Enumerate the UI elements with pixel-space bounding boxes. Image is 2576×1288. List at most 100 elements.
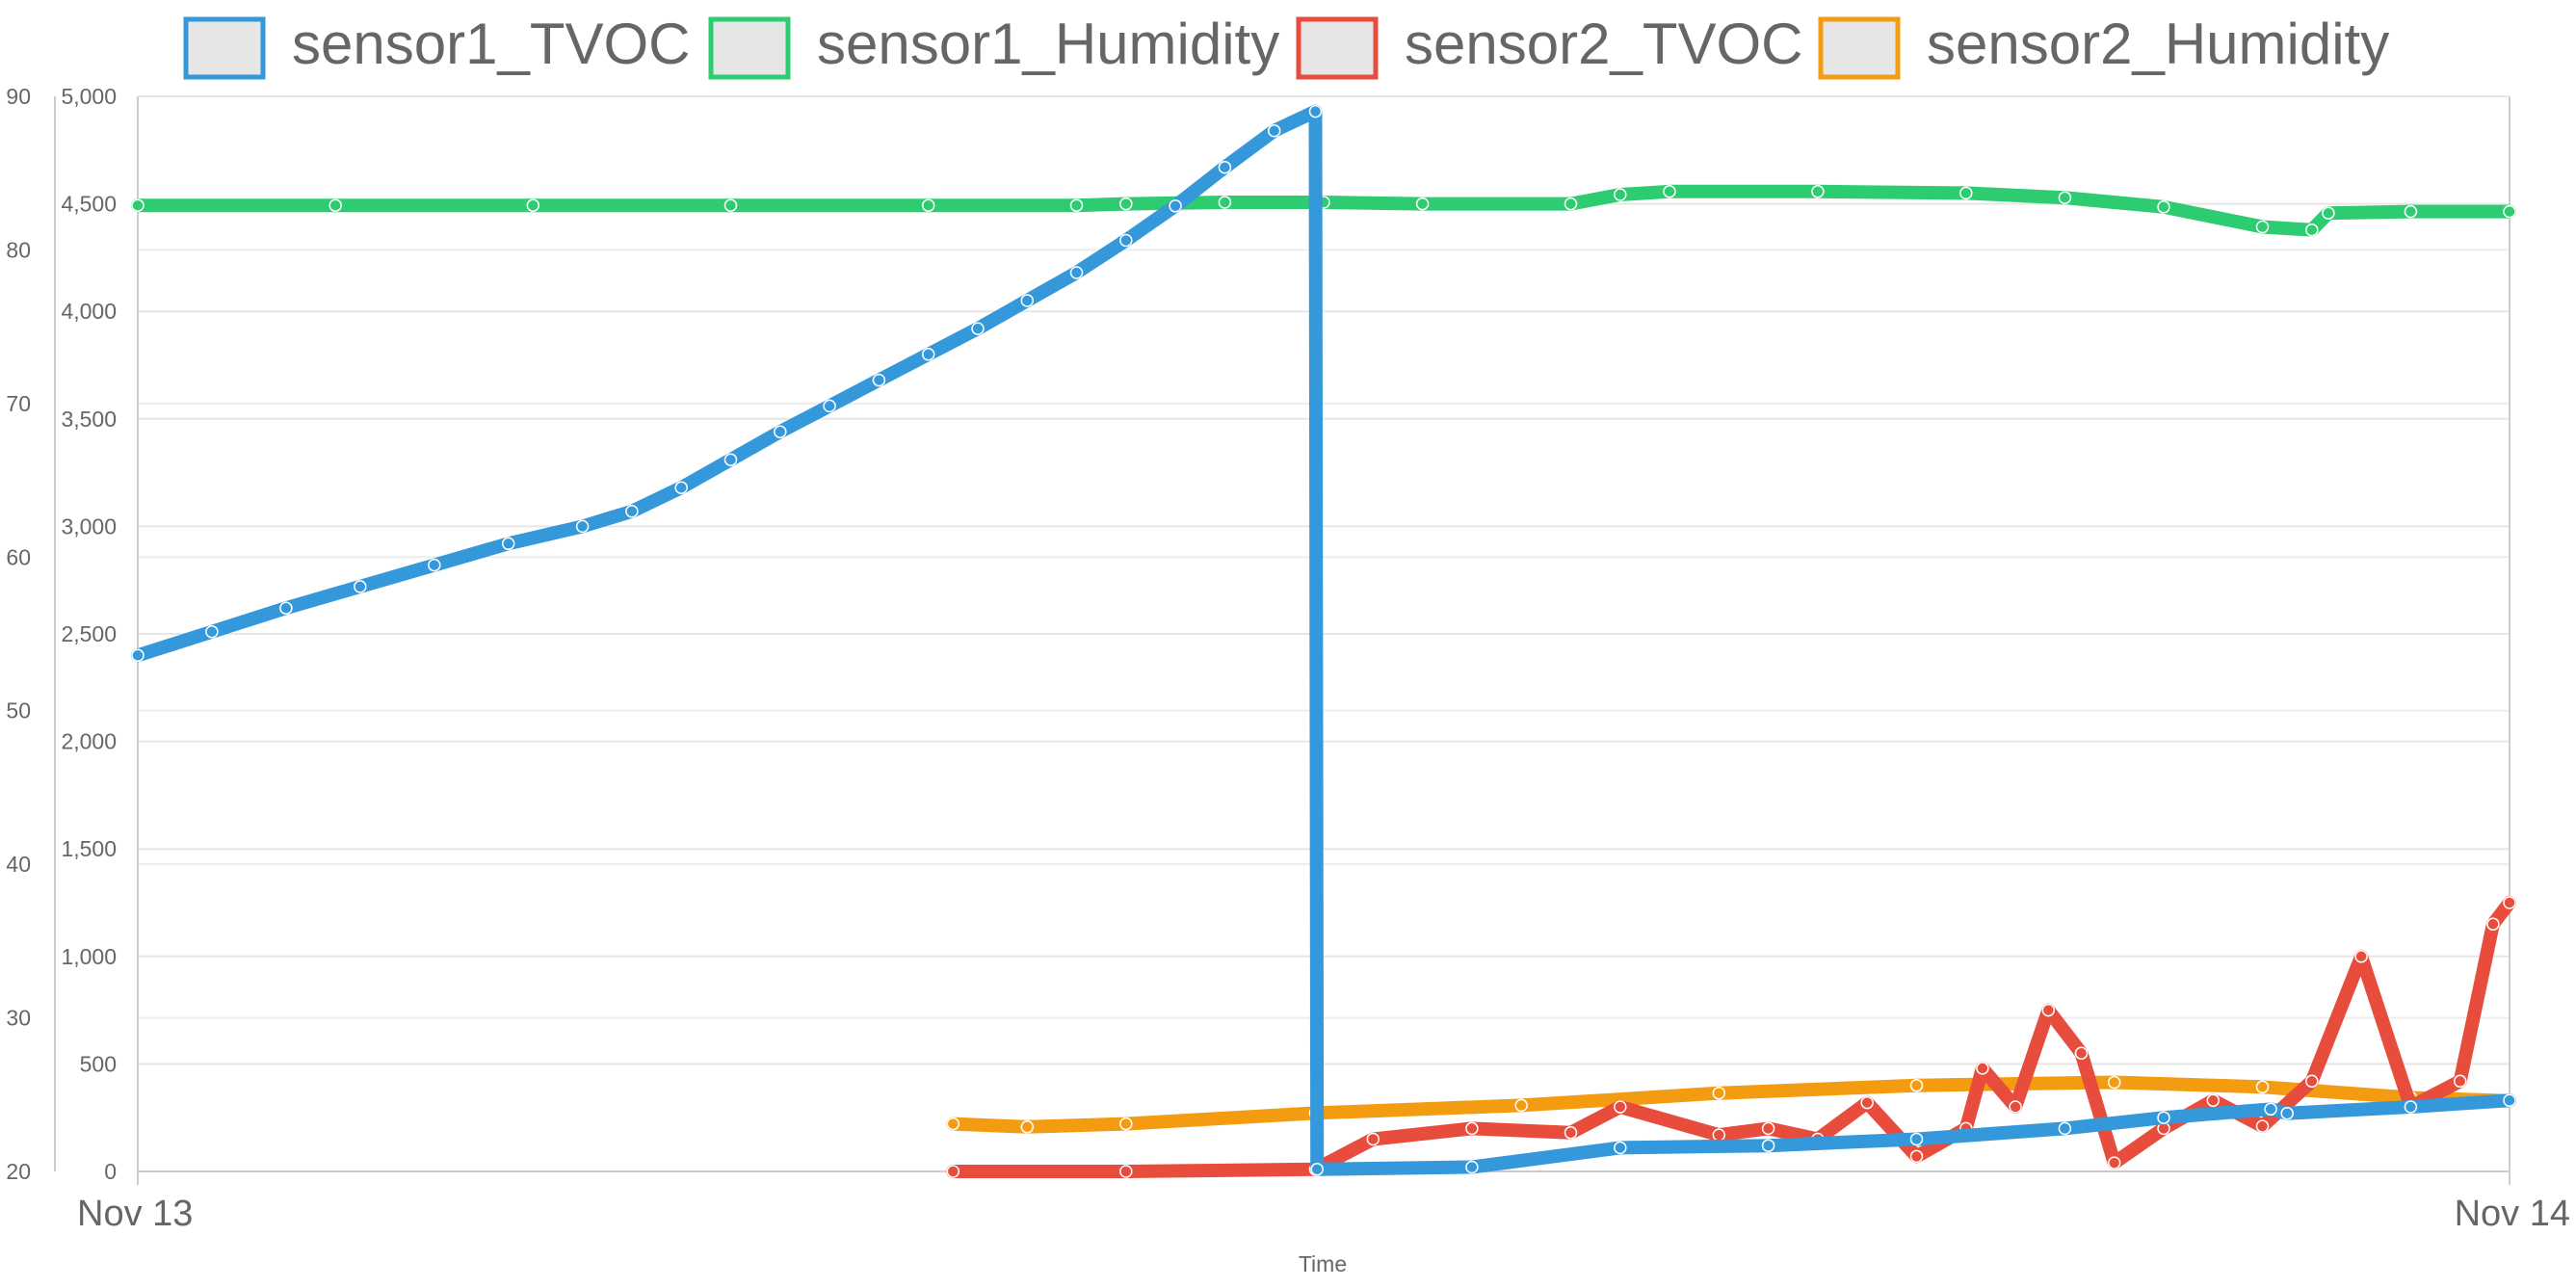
data-point-sensor2-tvoc[interactable] xyxy=(2041,1003,2056,1017)
data-point-sensor1-tvoc[interactable] xyxy=(2280,1106,2294,1120)
data-point-sensor2-tvoc[interactable] xyxy=(2354,950,2368,963)
data-point-sensor1-tvoc[interactable] xyxy=(501,537,515,551)
data-point-sensor1-humidity[interactable] xyxy=(723,198,738,212)
series-line-sensor1-tvoc[interactable] xyxy=(131,104,2516,1176)
data-point-sensor1-tvoc[interactable] xyxy=(1119,233,1133,248)
data-point-sensor1-tvoc[interactable] xyxy=(723,453,738,466)
data-point-sensor1-tvoc[interactable] xyxy=(921,348,935,361)
series-sensor1-humidity xyxy=(131,184,2516,237)
data-point-sensor1-tvoc[interactable] xyxy=(2058,1121,2072,1136)
data-point-sensor1-humidity[interactable] xyxy=(2157,200,2170,214)
data-point-sensor1-humidity[interactable] xyxy=(1069,198,1084,212)
data-point-sensor1-humidity[interactable] xyxy=(2404,204,2418,219)
data-point-sensor1-tvoc[interactable] xyxy=(971,322,985,335)
data-point-sensor2-tvoc[interactable] xyxy=(1909,1149,1924,1164)
data-point-sensor1-tvoc[interactable] xyxy=(674,481,688,494)
data-point-sensor1-tvoc[interactable] xyxy=(1069,266,1084,279)
data-point-sensor1-humidity[interactable] xyxy=(1811,185,1825,198)
data-point-sensor2-tvoc[interactable] xyxy=(946,1165,960,1178)
data-point-sensor2-tvoc[interactable] xyxy=(2009,1100,2022,1114)
y-tick-primary: 0 xyxy=(104,1159,117,1184)
data-point-sensor1-tvoc[interactable] xyxy=(1310,1163,1324,1176)
data-point-sensor2-tvoc[interactable] xyxy=(2486,917,2500,932)
data-point-sensor2-tvoc[interactable] xyxy=(1119,1165,1133,1178)
legend-item-sensor2-tvoc[interactable]: sensor2_TVOC xyxy=(1296,12,1803,80)
data-point-sensor1-tvoc[interactable] xyxy=(1218,160,1232,174)
data-point-sensor1-tvoc[interactable] xyxy=(1169,199,1182,213)
data-point-sensor1-humidity[interactable] xyxy=(1415,197,1430,211)
data-point-sensor1-humidity[interactable] xyxy=(329,198,342,212)
data-point-sensor1-tvoc[interactable] xyxy=(428,558,441,572)
data-point-sensor1-tvoc[interactable] xyxy=(1909,1132,1924,1146)
data-point-sensor2-humidity[interactable] xyxy=(1909,1078,1924,1092)
data-point-sensor2-tvoc[interactable] xyxy=(1761,1121,1775,1136)
data-point-sensor1-humidity[interactable] xyxy=(921,198,935,212)
data-point-sensor1-humidity[interactable] xyxy=(1218,196,1232,209)
data-point-sensor2-humidity[interactable] xyxy=(2255,1080,2270,1094)
data-point-sensor2-humidity[interactable] xyxy=(946,1117,960,1131)
data-point-sensor1-tvoc[interactable] xyxy=(2404,1100,2418,1114)
data-point-sensor2-tvoc[interactable] xyxy=(1614,1100,1627,1114)
legend-item-sensor1-tvoc[interactable]: sensor1_TVOC xyxy=(183,12,691,80)
y-tick-primary: 5,000 xyxy=(61,84,117,109)
data-point-sensor1-tvoc[interactable] xyxy=(1267,123,1281,138)
data-point-sensor1-tvoc[interactable] xyxy=(1465,1160,1479,1174)
data-point-sensor2-humidity[interactable] xyxy=(1119,1117,1133,1131)
data-point-sensor1-humidity[interactable] xyxy=(2058,191,2072,204)
data-point-sensor2-tvoc[interactable] xyxy=(2107,1156,2121,1170)
data-point-sensor2-tvoc[interactable] xyxy=(1976,1062,1989,1075)
data-point-sensor1-tvoc[interactable] xyxy=(354,580,367,593)
data-point-sensor1-tvoc[interactable] xyxy=(131,648,145,663)
data-point-sensor1-tvoc[interactable] xyxy=(1308,104,1323,118)
data-point-sensor2-tvoc[interactable] xyxy=(1712,1128,1726,1142)
data-point-sensor2-tvoc[interactable] xyxy=(2305,1074,2319,1089)
data-point-sensor1-humidity[interactable] xyxy=(2255,220,2270,234)
data-point-sensor1-tvoc[interactable] xyxy=(279,601,293,615)
legend-item-sensor1-humidity[interactable]: sensor1_Humidity xyxy=(708,12,1279,80)
series-line-sensor1-humidity[interactable] xyxy=(131,184,2516,237)
data-point-sensor1-humidity[interactable] xyxy=(2322,206,2335,220)
data-point-sensor1-humidity[interactable] xyxy=(1564,197,1578,211)
y-tick-secondary: 20 xyxy=(6,1159,31,1184)
data-point-sensor2-tvoc[interactable] xyxy=(1366,1132,1380,1146)
data-point-sensor2-tvoc[interactable] xyxy=(2503,896,2516,909)
data-point-sensor1-tvoc[interactable] xyxy=(1614,1141,1627,1155)
data-point-sensor2-tvoc[interactable] xyxy=(1860,1095,1874,1110)
data-point-sensor2-humidity[interactable] xyxy=(2107,1075,2121,1090)
data-point-sensor1-tvoc[interactable] xyxy=(575,519,590,534)
data-point-sensor1-humidity[interactable] xyxy=(2305,223,2319,237)
y-tick-secondary: 70 xyxy=(6,391,31,416)
data-point-sensor1-tvoc[interactable] xyxy=(205,625,219,639)
legend[interactable]: sensor1_TVOC sensor1_Humidity sensor2_TVOC… xyxy=(183,12,2389,80)
data-point-sensor2-tvoc[interactable] xyxy=(2074,1046,2089,1060)
data-point-sensor2-humidity[interactable] xyxy=(1712,1086,1726,1100)
data-point-sensor1-humidity[interactable] xyxy=(1614,188,1627,201)
data-point-sensor2-humidity[interactable] xyxy=(1514,1098,1528,1113)
data-point-sensor1-tvoc[interactable] xyxy=(2503,1093,2516,1108)
data-point-sensor1-humidity[interactable] xyxy=(1663,185,1676,198)
data-point-sensor1-tvoc[interactable] xyxy=(2157,1111,2170,1124)
data-point-sensor1-tvoc[interactable] xyxy=(872,373,886,387)
series-sensor2-tvoc xyxy=(946,896,2516,1178)
legend-item-sensor2-humidity[interactable]: sensor2_Humidity xyxy=(1818,12,2389,80)
data-point-sensor1-tvoc[interactable] xyxy=(1761,1139,1775,1152)
series-line-sensor2-tvoc[interactable] xyxy=(946,896,2516,1178)
data-point-sensor1-humidity[interactable] xyxy=(2503,204,2516,219)
data-point-sensor1-tvoc[interactable] xyxy=(823,399,836,413)
data-point-sensor1-humidity[interactable] xyxy=(526,198,540,212)
data-point-sensor1-humidity[interactable] xyxy=(1119,197,1133,211)
data-point-sensor1-tvoc[interactable] xyxy=(774,425,787,438)
data-point-sensor1-tvoc[interactable] xyxy=(2264,1102,2277,1117)
data-point-sensor1-humidity[interactable] xyxy=(131,198,145,212)
data-point-sensor2-tvoc[interactable] xyxy=(2453,1074,2467,1089)
data-point-sensor2-tvoc[interactable] xyxy=(2206,1093,2221,1108)
data-point-sensor2-humidity[interactable] xyxy=(1020,1120,1035,1134)
data-point-sensor2-tvoc[interactable] xyxy=(1465,1121,1479,1136)
data-point-sensor1-tvoc[interactable] xyxy=(1020,294,1035,307)
y-tick-primary: 2,000 xyxy=(61,729,117,754)
legend-label: sensor2_Humidity xyxy=(1927,12,2389,76)
data-point-sensor2-tvoc[interactable] xyxy=(2255,1119,2270,1133)
data-point-sensor1-tvoc[interactable] xyxy=(625,505,639,518)
data-point-sensor2-tvoc[interactable] xyxy=(1564,1126,1578,1140)
data-point-sensor1-humidity[interactable] xyxy=(1959,186,1973,200)
